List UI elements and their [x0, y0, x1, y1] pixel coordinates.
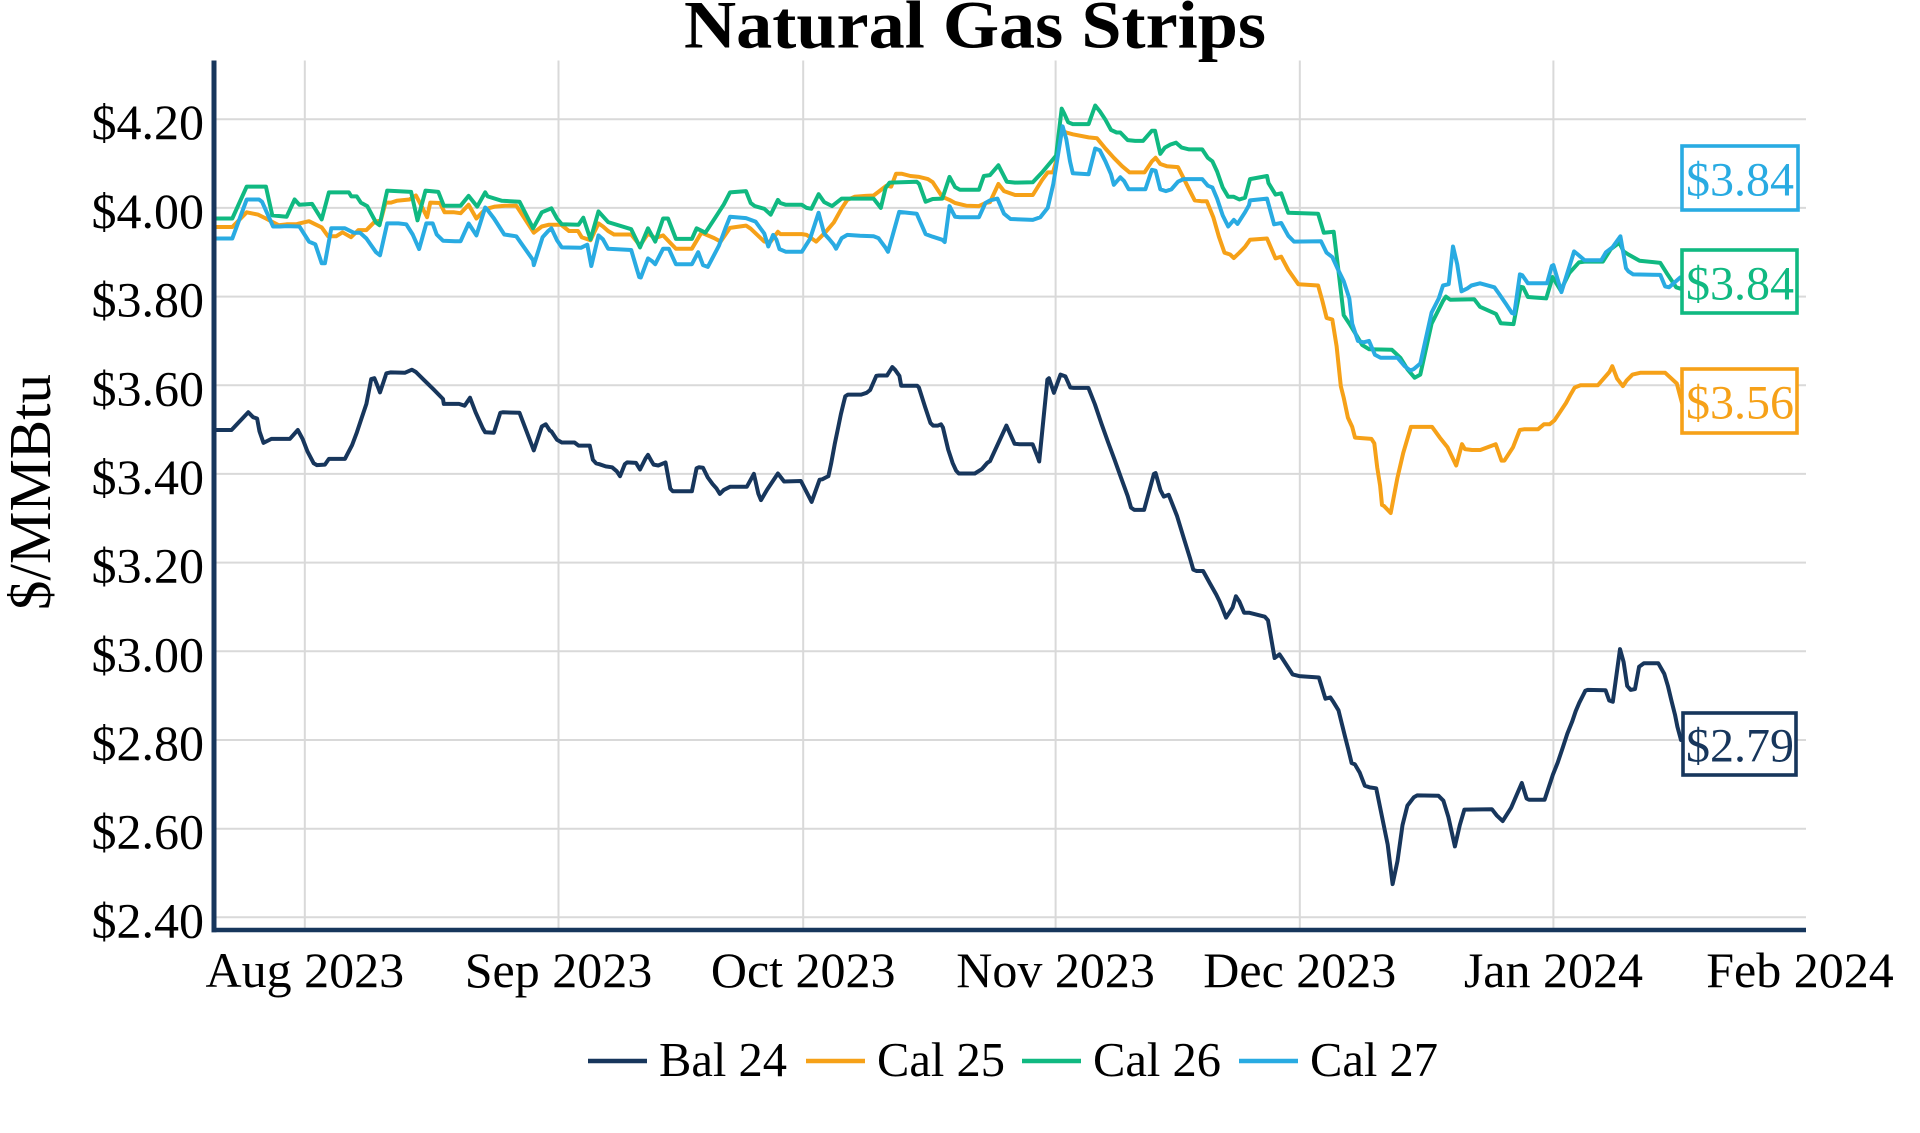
svg-text:Aug 2023: Aug 2023 [205, 942, 404, 998]
svg-text:$3.84: $3.84 [1686, 258, 1794, 311]
svg-text:$3.40: $3.40 [92, 449, 205, 505]
svg-text:$2.79: $2.79 [1686, 720, 1794, 773]
svg-text:$2.40: $2.40 [92, 892, 205, 948]
svg-text:Cal 26: Cal 26 [1093, 1034, 1221, 1087]
svg-text:$2.60: $2.60 [92, 804, 205, 860]
svg-text:Cal 25: Cal 25 [877, 1034, 1005, 1087]
svg-text:Bal 24: Bal 24 [659, 1034, 787, 1087]
svg-text:$3.56: $3.56 [1686, 377, 1794, 430]
svg-text:Feb 2024: Feb 2024 [1706, 942, 1894, 998]
svg-text:$/MMBtu: $/MMBtu [0, 374, 63, 610]
svg-text:Sep 2023: Sep 2023 [465, 942, 653, 998]
svg-text:$4.20: $4.20 [92, 94, 205, 150]
svg-text:$3.84: $3.84 [1686, 154, 1794, 207]
svg-text:Oct 2023: Oct 2023 [711, 942, 896, 998]
svg-text:Dec 2023: Dec 2023 [1203, 942, 1396, 998]
svg-text:$3.00: $3.00 [92, 626, 205, 682]
svg-text:Jan 2024: Jan 2024 [1464, 942, 1643, 998]
svg-text:Cal 27: Cal 27 [1310, 1034, 1438, 1087]
svg-text:$3.20: $3.20 [92, 538, 205, 594]
svg-text:$3.80: $3.80 [92, 272, 205, 328]
svg-text:$3.60: $3.60 [92, 360, 205, 416]
svg-text:$4.00: $4.00 [92, 183, 205, 239]
svg-text:Natural Gas Strips: Natural Gas Strips [684, 0, 1266, 63]
svg-text:$2.80: $2.80 [92, 715, 205, 771]
svg-text:Nov 2023: Nov 2023 [956, 942, 1155, 998]
